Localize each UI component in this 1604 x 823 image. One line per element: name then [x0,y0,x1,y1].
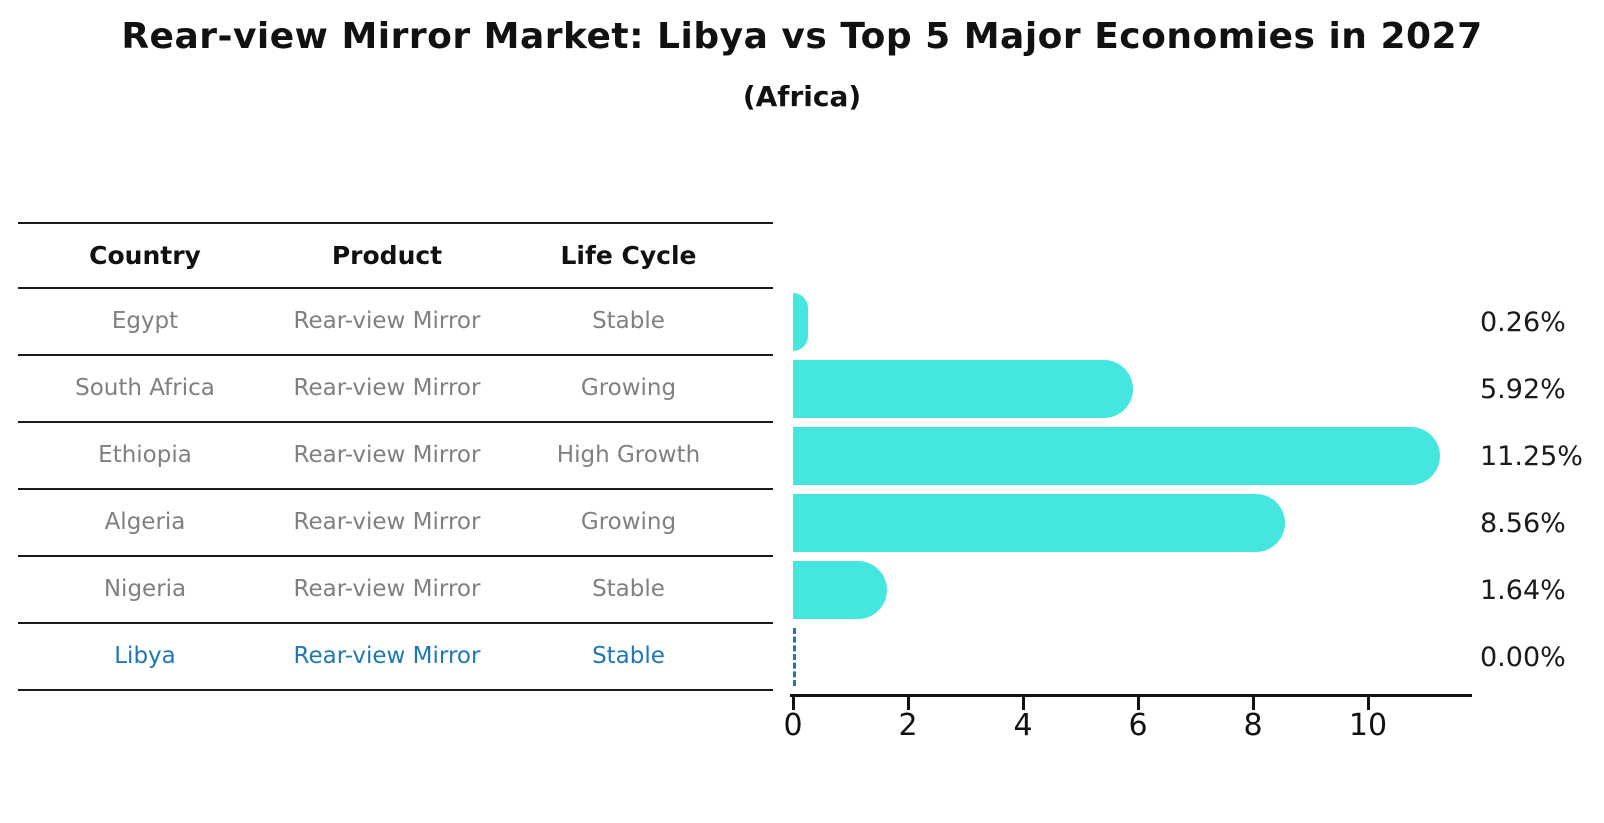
table-row: Egypt Rear-view Mirror Stable [18,289,773,356]
table-cell-country: Egypt [111,308,179,334]
bar-ethiopia [793,426,1440,485]
x-tick-label: 2 [898,708,918,743]
bar-algeria [793,493,1285,552]
table-cell-country: Ethiopia [98,442,192,468]
table-cell-lifecycle: Stable [592,576,665,602]
x-axis-line [790,694,1472,697]
table-cell-lifecycle: High Growth [556,442,701,468]
table-row: Ethiopia Rear-view Mirror High Growth [18,423,773,490]
value-label: 5.92% [1480,374,1566,405]
table-cell-lifecycle: Growing [580,509,677,535]
value-label: 1.64% [1480,575,1566,606]
column-header-lifecycle: Life Cycle [560,241,697,270]
bar-egypt [793,292,808,351]
table-cell-product: Rear-view Mirror [293,643,481,669]
table-cell-country: Libya [114,643,176,669]
table-cell-product: Rear-view Mirror [293,308,481,334]
x-tick-mark [906,697,910,710]
value-label: 0.00% [1480,642,1566,673]
column-header-country: Country [89,241,201,270]
table-row: Algeria Rear-view Mirror Growing [18,490,773,557]
table-row: Libya Rear-view Mirror Stable [18,624,773,691]
column-header-product: Product [331,241,443,270]
table-cell-country: Algeria [104,509,186,535]
table-cell-lifecycle: Growing [580,375,677,401]
table-row: South Africa Rear-view Mirror Growing [18,356,773,423]
table-row: Nigeria Rear-view Mirror Stable [18,557,773,624]
x-tick-label: 10 [1348,708,1388,743]
x-tick-mark [1251,697,1255,710]
x-tick-label: 0 [783,708,803,743]
table-cell-country: Nigeria [103,576,187,602]
x-tick-mark [791,697,795,710]
value-label: 8.56% [1480,508,1566,539]
bar-south-africa [793,359,1133,418]
value-label: 0.26% [1480,307,1566,338]
table-cell-product: Rear-view Mirror [293,442,481,468]
x-tick-mark [1366,697,1370,710]
x-tick-label: 8 [1243,708,1263,743]
value-label: 11.25% [1480,441,1583,472]
table-cell-lifecycle: Stable [592,643,665,669]
bar-libya-zero-dashed [793,627,796,686]
table-header-row: Country Product Life Cycle [18,222,773,289]
x-tick-label: 6 [1128,708,1148,743]
x-tick-label: 4 [1013,708,1033,743]
table-cell-product: Rear-view Mirror [293,509,481,535]
bar-nigeria [793,560,887,619]
table-cell-product: Rear-view Mirror [293,576,481,602]
table-cell-lifecycle: Stable [592,308,665,334]
table-cell-product: Rear-view Mirror [293,375,481,401]
chart-subtitle: (Africa) [742,80,862,113]
x-tick-mark [1021,697,1025,710]
chart-title: Rear-view Mirror Market: Libya vs Top 5 … [121,16,1483,57]
table-cell-country: South Africa [75,375,215,401]
x-tick-mark [1136,697,1140,710]
